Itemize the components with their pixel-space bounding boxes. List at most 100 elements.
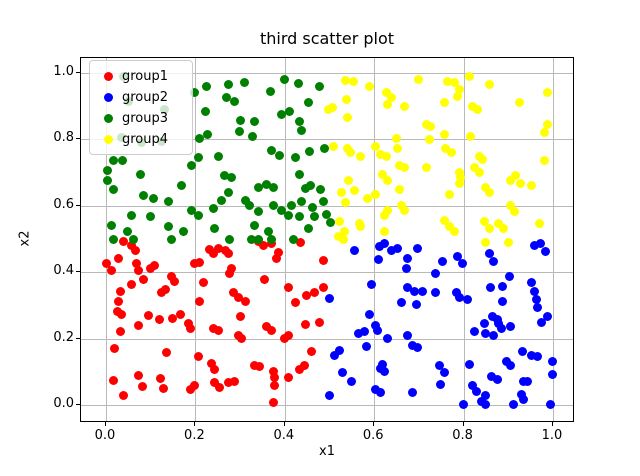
scatter-point-group2 [325,390,334,400]
scatter-point-group3 [318,196,328,206]
scatter-point-group1 [150,261,160,271]
scatter-point-group1 [175,309,185,319]
scatter-point-group4 [381,151,391,161]
scatter-point-group2 [547,357,557,367]
scatter-point-group2 [464,359,474,369]
scatter-point-group1 [195,296,205,306]
scatter-point-group2 [489,257,499,267]
scatter-point-group3 [253,183,263,193]
scatter-point-group2 [547,369,557,379]
scatter-point-group3 [266,86,276,96]
scatter-point-group3 [194,210,204,220]
scatter-point-group2 [338,367,348,377]
scatter-point-group4 [349,77,359,87]
scatter-point-group2 [531,294,541,304]
scatter-point-group2 [496,324,506,334]
scatter-point-group3 [320,143,330,153]
scatter-point-group3 [288,235,298,245]
scatter-point-group4 [449,78,459,88]
scatter-point-group3 [217,195,227,205]
y-tick-mark [76,138,80,140]
scatter-point-group2 [383,334,393,344]
scatter-point-group1 [223,377,233,387]
scatter-point-group3 [263,226,273,236]
scatter-point-group3 [109,185,119,195]
scatter-point-group3 [167,234,177,244]
scatter-point-group4 [339,226,349,236]
y-tick-mark [76,337,80,339]
scatter-point-group2 [364,309,374,319]
scatter-point-group1 [114,254,124,264]
scatter-point-group4 [449,226,459,236]
scatter-point-group1 [302,291,312,301]
scatter-point-group4 [364,81,374,91]
scatter-point-group1 [270,372,280,382]
scatter-point-group3 [189,88,199,98]
gridline-x [195,58,197,421]
scatter-point-group3 [103,176,113,186]
scatter-point-group2 [481,399,491,409]
scatter-point-group1 [110,344,120,354]
scatter-point-group1 [155,374,165,384]
scatter-point-group4 [474,168,484,178]
legend-swatch-group1 [104,72,113,81]
scatter-point-group1 [268,366,278,376]
scatter-point-group3 [295,116,305,126]
scatter-point-group1 [158,383,168,393]
scatter-point-group3 [187,161,197,171]
scatter-point-group4 [506,176,516,186]
scatter-point-group1 [133,320,143,330]
scatter-point-group3 [234,126,244,136]
scatter-point-group4 [439,98,449,108]
scatter-point-group3 [321,209,331,219]
scatter-point-group3 [275,150,285,160]
scatter-point-group4 [494,218,504,228]
scatter-point-group4 [383,205,393,215]
scatter-point-group1 [132,259,142,269]
scatter-point-group1 [130,246,140,256]
scatter-point-group1 [230,376,240,386]
scatter-point-group4 [464,71,474,81]
scatter-point-group4 [376,150,386,160]
legend-row-group2: group2 [90,87,192,108]
scatter-point-group1 [208,249,218,259]
scatter-point-group3 [304,98,314,108]
scatter-point-group4 [350,186,360,196]
scatter-point-group1 [310,287,320,297]
scatter-point-group4 [341,197,351,207]
x-axis-label: x1 [319,444,335,459]
scatter-point-group3 [210,223,220,233]
scatter-point-group1 [137,382,147,392]
legend: group1 group2 group3 group4 [89,60,193,155]
scatter-point-group4 [346,148,356,158]
scatter-point-group1 [258,241,268,251]
scatter-point-group3 [245,201,255,211]
scatter-point-group3 [122,226,132,236]
scatter-point-group2 [379,239,389,249]
scatter-point-group4 [421,163,431,173]
scatter-point-group3 [250,220,260,230]
scatter-point-group4 [484,223,494,233]
x-tick-mark [105,422,106,426]
scatter-point-group1 [234,292,244,302]
x-tick-label: 1.0 [541,428,563,443]
scatter-point-group1 [227,264,237,274]
scatter-point-group1 [210,377,220,387]
scatter-point-group2 [402,282,412,292]
scatter-point-group3 [117,156,127,166]
scatter-point-group1 [268,397,278,407]
scatter-point-group4 [392,143,402,153]
gridline-x [553,58,554,421]
scatter-point-group2 [481,390,491,400]
scatter-point-group2 [471,386,481,396]
scatter-point-group3 [177,181,187,191]
scatter-point-group3 [208,203,218,213]
scatter-point-group3 [127,210,137,220]
scatter-point-group3 [109,156,119,166]
scatter-point-group2 [468,381,478,391]
scatter-point-group3 [293,79,303,89]
scatter-point-group1 [109,376,119,386]
scatter-point-group2 [452,252,462,262]
scatter-point-group1 [134,266,144,276]
